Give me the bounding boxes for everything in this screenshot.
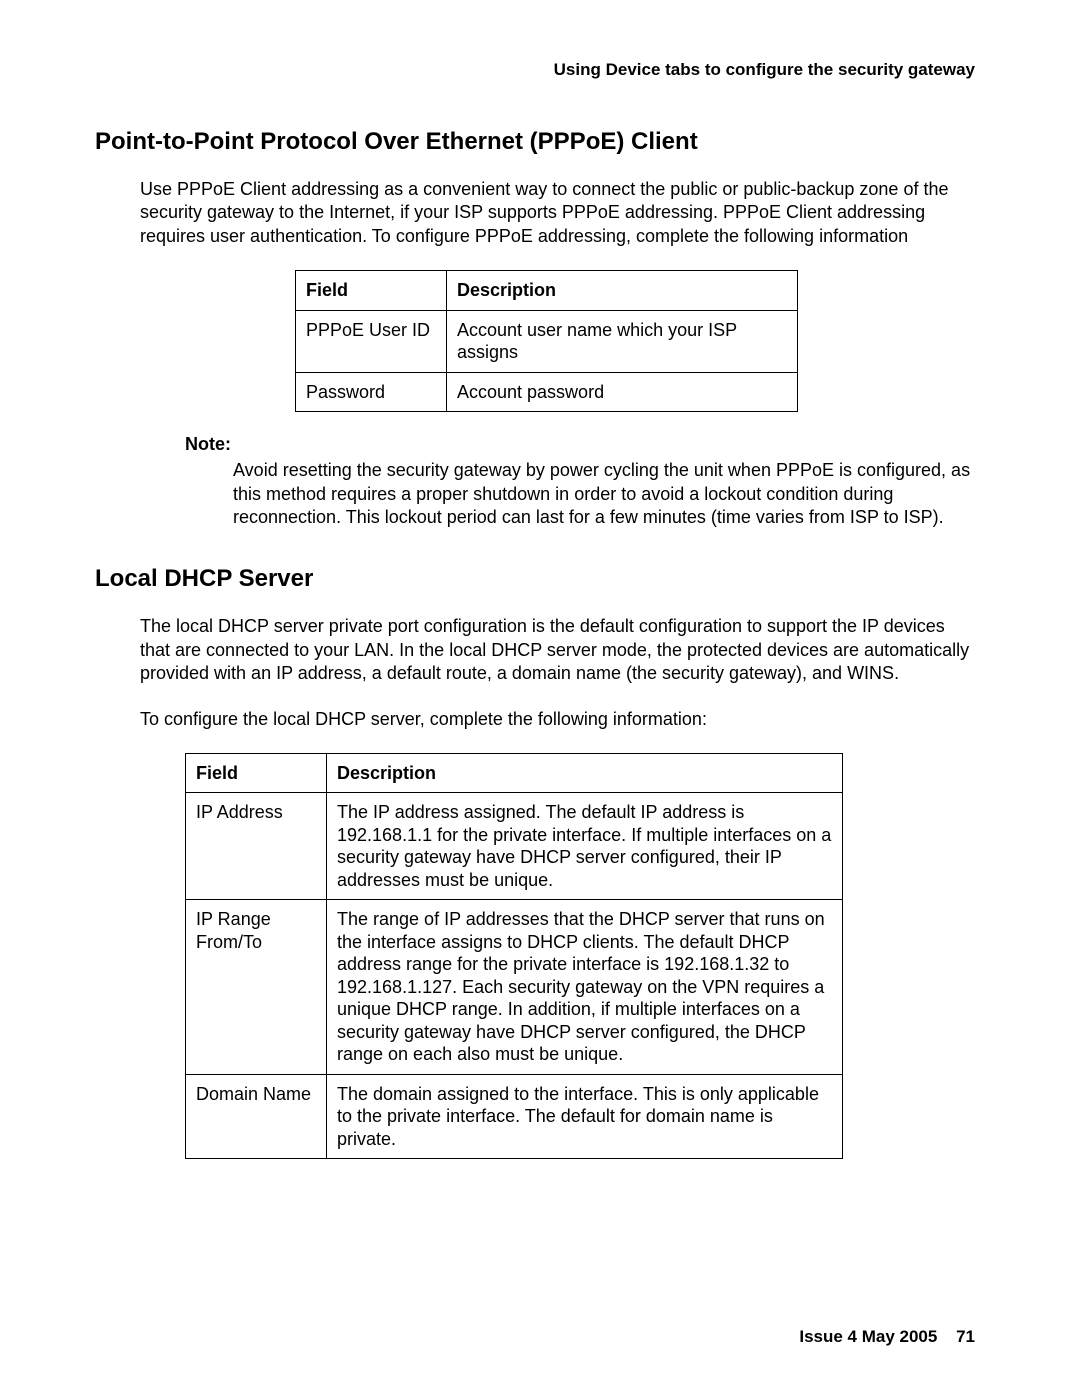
table-cell-description: The range of IP addresses that the DHCP … [327, 900, 843, 1075]
note-label: Note: [185, 434, 975, 455]
table-header-row: Field Description [186, 753, 843, 793]
table-cell-field: IP Range From/To [186, 900, 327, 1075]
table-row: IP Range From/To The range of IP address… [186, 900, 843, 1075]
table-header-field: Field [186, 753, 327, 793]
page-footer: Issue 4 May 2005 71 [799, 1327, 975, 1347]
table-header-description: Description [327, 753, 843, 793]
pppoe-table: Field Description PPPoE User ID Account … [295, 270, 798, 412]
footer-page-number: 71 [956, 1327, 975, 1346]
section-heading-pppoe: Point-to-Point Protocol Over Ethernet (P… [95, 128, 975, 156]
dhcp-paragraph-2: To configure the local DHCP server, comp… [140, 708, 975, 731]
table-cell-description: Account user name which your ISP assigns [447, 310, 798, 372]
table-cell-description: The domain assigned to the interface. Th… [327, 1074, 843, 1159]
table-header-description: Description [447, 271, 798, 311]
table-cell-field: Password [296, 372, 447, 412]
table-cell-description: Account password [447, 372, 798, 412]
table-cell-field: PPPoE User ID [296, 310, 447, 372]
table-row: Domain Name The domain assigned to the i… [186, 1074, 843, 1159]
table-cell-field: IP Address [186, 793, 327, 900]
table-cell-field: Domain Name [186, 1074, 327, 1159]
table-row: IP Address The IP address assigned. The … [186, 793, 843, 900]
document-page: Using Device tabs to configure the secur… [0, 0, 1080, 1397]
table-cell-description: The IP address assigned. The default IP … [327, 793, 843, 900]
note-text: Avoid resetting the security gateway by … [233, 459, 975, 529]
page-header: Using Device tabs to configure the secur… [95, 60, 975, 80]
pppoe-paragraph: Use PPPoE Client addressing as a conveni… [140, 178, 975, 248]
table-row: PPPoE User ID Account user name which yo… [296, 310, 798, 372]
table-header-field: Field [296, 271, 447, 311]
table-row: Password Account password [296, 372, 798, 412]
note-block: Note: Avoid resetting the security gatew… [185, 434, 975, 529]
section-heading-dhcp: Local DHCP Server [95, 565, 975, 593]
table-header-row: Field Description [296, 271, 798, 311]
footer-issue: Issue 4 May 2005 [799, 1327, 937, 1346]
dhcp-table: Field Description IP Address The IP addr… [185, 753, 843, 1160]
dhcp-paragraph-1: The local DHCP server private port confi… [140, 615, 975, 685]
